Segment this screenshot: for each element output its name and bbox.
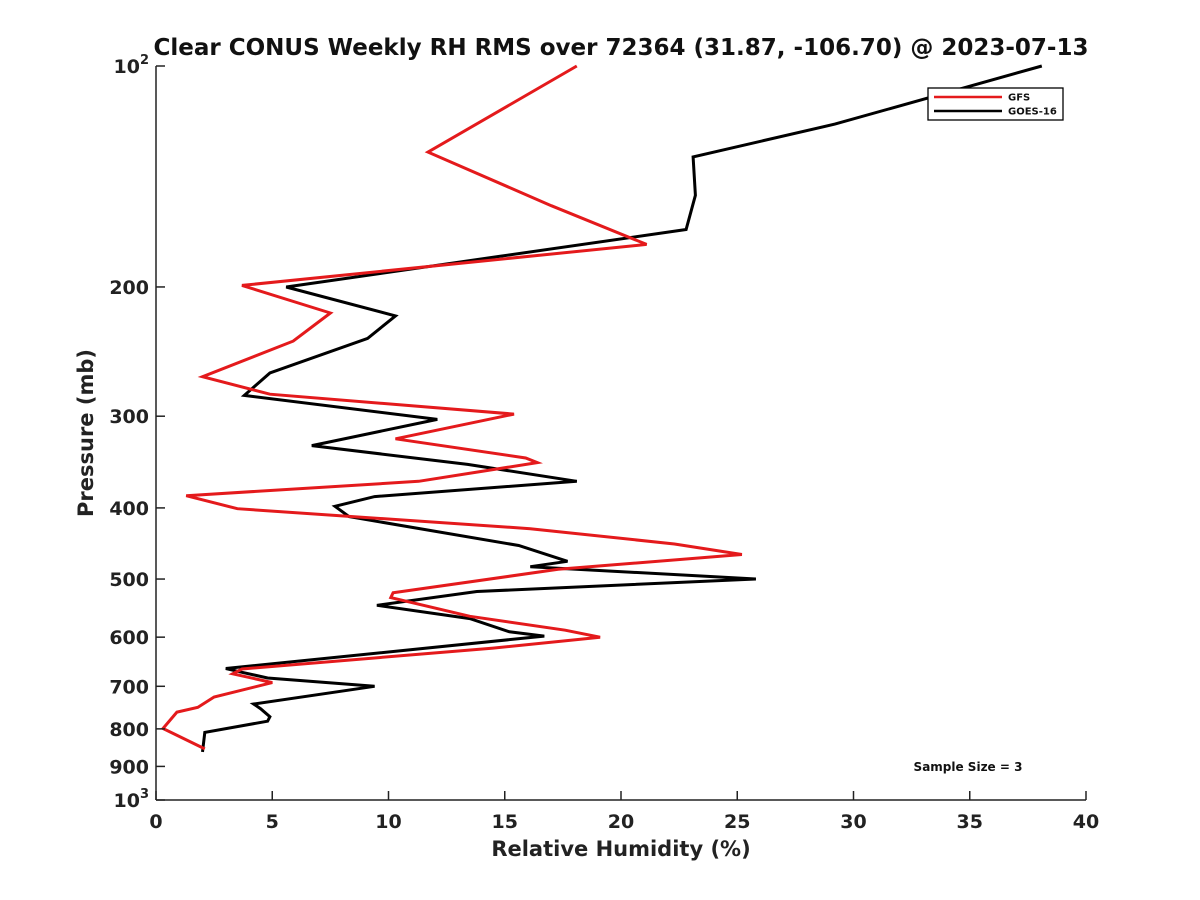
y-tick-label: 900 xyxy=(109,756,149,778)
x-tick-label: 35 xyxy=(957,811,983,833)
y-tick-label: 800 xyxy=(109,719,149,741)
chart-title: Clear CONUS Weekly RH RMS over 72364 (31… xyxy=(154,35,1089,61)
y-tick-label: 600 xyxy=(109,627,149,649)
x-axis-label: Relative Humidity (%) xyxy=(491,837,750,861)
y-tick-label: 300 xyxy=(109,406,149,428)
y-tick-label: 102 xyxy=(114,53,150,78)
legend-box xyxy=(927,87,1064,121)
ticks-layer: 0 5 10 15 20 25 30 35 40 102 200 300 400 500 600 700 800… xyxy=(109,53,1099,833)
x-tick-label: 40 xyxy=(1073,811,1099,833)
y-axis-label: Pressure (mb) xyxy=(74,349,98,517)
legend: GFS GOES-16 xyxy=(927,87,1064,121)
y-tick-label: 500 xyxy=(109,569,149,591)
y-tick-label: 400 xyxy=(109,498,149,520)
y-tick-label: 700 xyxy=(109,676,149,698)
legend-entries: GFS GOES-16 xyxy=(934,93,1057,118)
y-tick-label: 103 xyxy=(114,787,150,812)
x-tick-label: 30 xyxy=(840,811,866,833)
sample-size-annotation: Sample Size = 3 xyxy=(914,760,1023,774)
legend-label: GOES-16 xyxy=(1008,107,1057,118)
series-line-goes-16 xyxy=(201,64,1043,753)
x-tick-label: 15 xyxy=(492,811,518,833)
series-layer xyxy=(160,64,1043,753)
x-tick-label: 5 xyxy=(266,811,279,833)
axes-layer xyxy=(155,66,1086,801)
x-tick-label: 0 xyxy=(149,811,162,833)
x-tick-label: 25 xyxy=(724,811,750,833)
series-line-gfs xyxy=(160,64,743,751)
x-tick-label: 20 xyxy=(608,811,634,833)
x-tick-label: 10 xyxy=(375,811,401,833)
legend-label: GFS xyxy=(1008,93,1030,104)
y-tick-label: 200 xyxy=(109,277,149,299)
